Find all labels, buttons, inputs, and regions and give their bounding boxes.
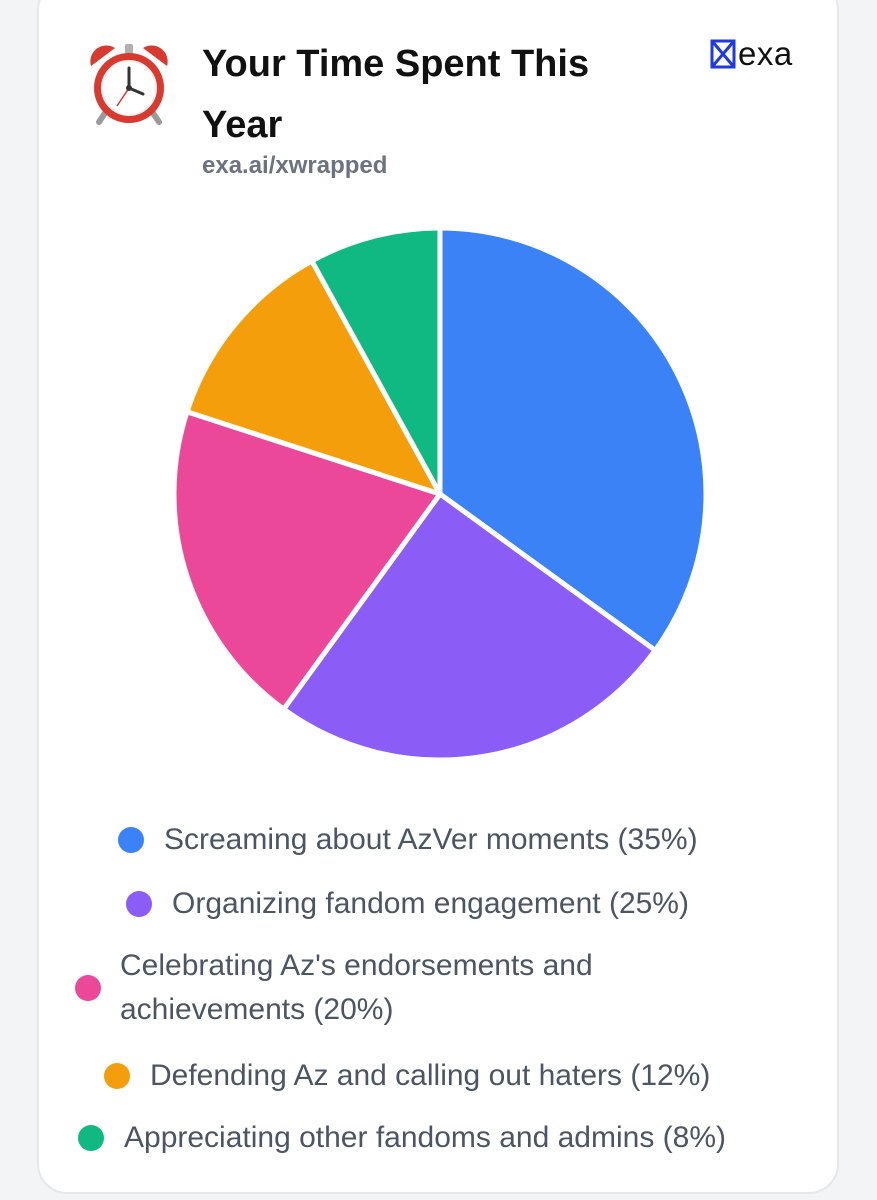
pie-slice-2 xyxy=(281,491,658,763)
alarm-clock-icon xyxy=(90,44,168,125)
pie-chart xyxy=(171,225,709,763)
legend-dot xyxy=(78,1125,104,1151)
legend-dot xyxy=(126,891,152,917)
brand-logo: exa xyxy=(710,34,793,74)
legend-dot xyxy=(118,827,144,853)
legend-label: Defending Az and calling out haters (12%… xyxy=(150,1059,711,1092)
brand-name: exa xyxy=(738,35,793,72)
legend-dot xyxy=(75,975,101,1001)
legend-item: Screaming about AzVer moments (35%) xyxy=(118,818,698,862)
exa-logo-icon xyxy=(710,39,736,69)
legend-item: Appreciating other fandoms and admins (8… xyxy=(78,1116,726,1160)
source-url: exa.ai/xwrapped xyxy=(202,152,388,179)
legend-item: Organizing fandom engagement (25%) xyxy=(126,882,689,926)
legend-label: Organizing fandom engagement (25%) xyxy=(172,887,689,920)
pie-slice-4 xyxy=(184,258,443,497)
pie-slice-3 xyxy=(171,409,443,712)
legend-item: Defending Az and calling out haters (12%… xyxy=(104,1054,710,1098)
legend-item: Celebrating Az's endorsements and achiev… xyxy=(75,944,680,1032)
page-title: Your Time Spent This Year xyxy=(202,43,590,146)
pie-slice-1 xyxy=(437,225,709,653)
legend-label: Appreciating other fandoms and admins (8… xyxy=(124,1121,726,1154)
legend-label: Screaming about AzVer moments (35%) xyxy=(164,823,698,856)
legend-label: Celebrating Az's endorsements and achiev… xyxy=(120,949,593,1026)
legend-dot xyxy=(104,1063,130,1089)
pie-slice-5 xyxy=(309,225,443,497)
